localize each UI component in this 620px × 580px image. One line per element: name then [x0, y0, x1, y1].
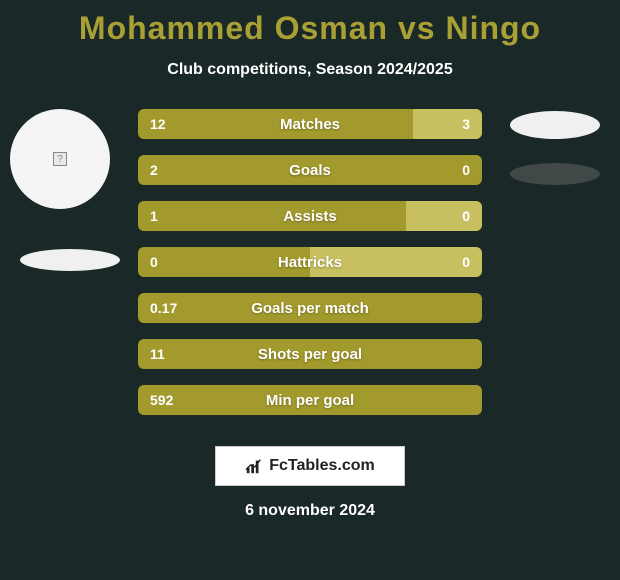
bar-row: 123Matches	[138, 109, 482, 139]
bars-container: 123Matches 20Goals 10Assists 00Hattricks 0.1…	[138, 109, 482, 431]
bar-row: 0.17Goals per match	[138, 293, 482, 323]
bar-row: 592Min per goal	[138, 385, 482, 415]
bar-label: Goals per match	[138, 293, 482, 323]
bar-label: Assists	[138, 201, 482, 231]
bar-label: Hattricks	[138, 247, 482, 277]
bar-label: Shots per goal	[138, 339, 482, 369]
player-left-shadow	[20, 249, 120, 271]
bar-label: Min per goal	[138, 385, 482, 415]
page-subtitle: Club competitions, Season 2024/2025	[0, 61, 620, 79]
player-right-avatar	[510, 111, 600, 139]
brand-text: FcTables.com	[269, 457, 375, 475]
bar-row: 00Hattricks	[138, 247, 482, 277]
image-placeholder-icon: ?	[53, 152, 67, 166]
bar-label: Goals	[138, 155, 482, 185]
player-left-avatar: ?	[10, 109, 110, 209]
bar-row: 11Shots per goal	[138, 339, 482, 369]
bar-chart-icon	[245, 457, 263, 475]
comparison-chart: ? 123Matches 20Goals 10Assists 00Hattricks 0…	[0, 109, 620, 429]
page-title: Mohammed Osman vs Ningo	[0, 0, 620, 47]
bar-row: 20Goals	[138, 155, 482, 185]
bar-label: Matches	[138, 109, 482, 139]
brand-badge[interactable]: FcTables.com	[215, 446, 405, 486]
footer-date: 6 november 2024	[0, 502, 620, 520]
bar-row: 10Assists	[138, 201, 482, 231]
player-right-shadow	[510, 163, 600, 185]
